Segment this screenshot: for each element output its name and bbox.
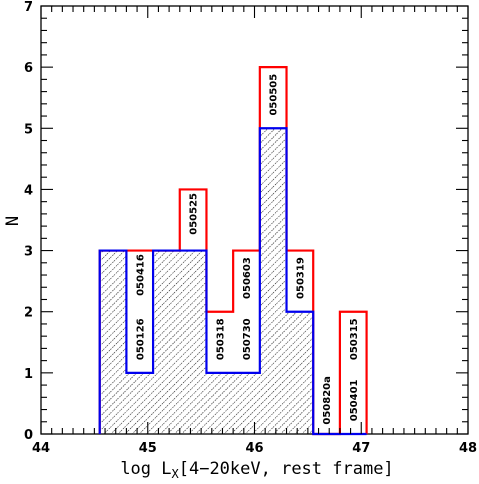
- x-tick-label: 45: [139, 441, 157, 456]
- y-tick-label: 4: [24, 183, 33, 198]
- hatched-bar: [99, 250, 127, 434]
- grb-label: 050315: [349, 318, 360, 360]
- hatched-bar: [153, 250, 180, 434]
- grb-label: 050603: [242, 257, 253, 299]
- grb-label: 050401: [349, 379, 360, 421]
- x-axis-label: log LX[4−20keV, rest frame]: [120, 459, 393, 481]
- x-tick-label: 46: [245, 441, 263, 456]
- y-tick-label: 6: [24, 61, 33, 76]
- y-tick-label: 1: [24, 367, 33, 382]
- grb-label: 050820a: [322, 376, 333, 425]
- hatched-bar: [286, 311, 314, 434]
- grb-label: 050416: [135, 254, 146, 296]
- y-tick-label: 2: [24, 306, 33, 321]
- hatched-bar: [179, 250, 207, 434]
- x-axis-label-subscript: X: [172, 467, 180, 481]
- x-tick-label: 44: [32, 441, 50, 456]
- hatched-bar: [233, 372, 260, 434]
- y-tick-label: 0: [24, 428, 33, 443]
- y-tick-label: 7: [24, 0, 33, 15]
- x-tick-label: 47: [352, 441, 370, 456]
- hatched-bar: [259, 128, 287, 435]
- grb-label: 050730: [242, 318, 253, 360]
- grb-label: 050126: [135, 318, 146, 360]
- hatched-bar: [206, 372, 234, 434]
- x-axis-label-rest: [4−20keV, rest frame]: [179, 459, 394, 479]
- grb-label: 050318: [215, 318, 226, 360]
- grb-label: 050319: [295, 257, 306, 299]
- y-axis-label: N: [3, 216, 23, 226]
- hatched-bar: [126, 372, 154, 434]
- grb-label: 050525: [189, 193, 200, 235]
- y-tick-label: 3: [24, 245, 33, 260]
- y-tick-label: 5: [24, 122, 33, 137]
- grb-label: 050505: [269, 74, 280, 116]
- x-tick-label: 48: [459, 441, 477, 456]
- x-axis-label-main: log L: [120, 459, 171, 479]
- subset-histogram-line: [98, 127, 367, 436]
